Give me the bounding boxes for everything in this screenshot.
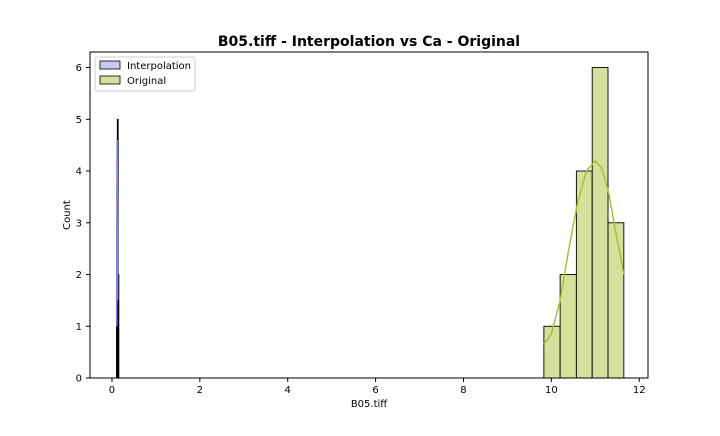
plot-area (90, 52, 648, 378)
y-tick-label-6: 6 (76, 63, 82, 74)
y-axis: 0 1 2 3 4 5 6 (76, 63, 90, 385)
y-axis-label: Count (62, 200, 73, 230)
kde-layer (115, 139, 625, 345)
legend: Interpolation Original (94, 56, 196, 92)
legend-swatch-interpolation (99, 60, 121, 70)
y-tick-label-4: 4 (76, 167, 82, 178)
bar-original-4 (607, 222, 625, 379)
y-tick-label-2: 2 (76, 270, 82, 281)
chart-title: B05.tiff - Interpolation vs Ca - Origina… (218, 34, 520, 50)
legend-label-interpolation: Interpolation (127, 61, 191, 72)
plot-frame (89, 51, 649, 379)
outline-bar-2 (116, 325, 118, 379)
kde-line-original (543, 159, 625, 345)
x-tick-label-10: 10 (545, 385, 558, 396)
y-tick-label-1: 1 (76, 322, 82, 333)
x-tick-label-2: 2 (197, 385, 203, 396)
x-tick-label-12: 12 (633, 385, 646, 396)
x-tick-label-8: 8 (460, 385, 466, 396)
bar-original-3 (591, 67, 609, 379)
legend-label-original: Original (127, 76, 166, 87)
x-tick-label-4: 4 (285, 385, 291, 396)
x-axis-label: B05.tiff (351, 399, 388, 410)
bar-original-2 (575, 170, 593, 379)
legend-swatch-original (99, 75, 121, 85)
x-axis: 0 2 4 6 8 10 12 (109, 378, 646, 396)
y-tick-label-3: 3 (76, 218, 82, 229)
x-tick-label-6: 6 (372, 385, 378, 396)
y-tick-label-5: 5 (76, 115, 82, 126)
x-tick-label-0: 0 (109, 385, 115, 396)
y-tick-label-0: 0 (76, 374, 82, 385)
kde-line-interpolation (115, 139, 119, 327)
